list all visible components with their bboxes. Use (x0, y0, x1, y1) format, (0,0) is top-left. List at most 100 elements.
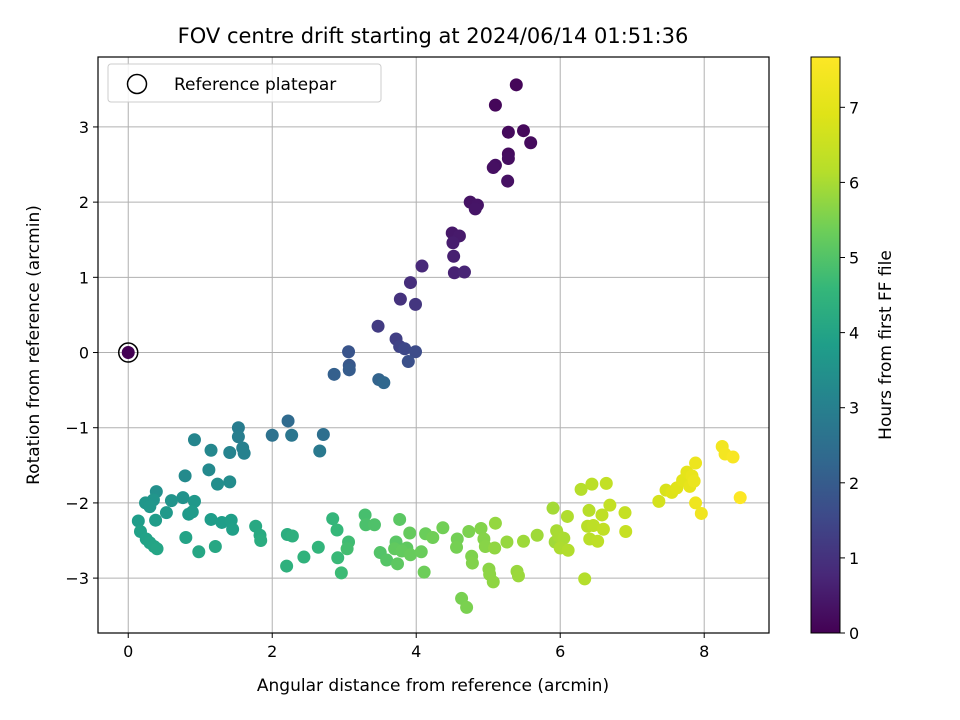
data-point (342, 345, 356, 359)
data-point (586, 518, 600, 532)
data-point (285, 529, 299, 543)
colorbar-label: Hours from first FF file (876, 250, 896, 440)
data-point (409, 297, 423, 311)
y-axis-label: Rotation from reference (arcmin) (24, 205, 44, 485)
data-point (486, 575, 500, 589)
colorbar-ticks: 0 1 2 3 4 5 6 7 (840, 98, 859, 643)
data-point (462, 524, 476, 538)
data-point (192, 545, 206, 559)
data-point (465, 556, 479, 570)
colorbar: 0 1 2 3 4 5 6 7 Hours from first FF file (810, 56, 896, 643)
data-point (585, 477, 599, 491)
data-point (591, 534, 605, 548)
data-point (223, 446, 237, 460)
x-tick-label: 0 (123, 642, 133, 661)
legend-marker-icon (126, 73, 148, 95)
colorbar-tick-label: 5 (849, 249, 859, 268)
data-point (403, 526, 417, 540)
data-point (409, 345, 423, 359)
data-point (500, 535, 514, 549)
data-point (202, 463, 216, 477)
data-point (618, 506, 632, 520)
data-point (150, 542, 164, 556)
colorbar-tick-label: 7 (849, 98, 859, 117)
data-point (603, 498, 617, 512)
data-point (401, 355, 415, 369)
data-point (726, 450, 740, 464)
data-point (574, 482, 588, 496)
data-point (237, 446, 251, 460)
data-point (334, 566, 348, 580)
data-point (446, 236, 460, 250)
data-point (530, 528, 544, 542)
data-point (694, 506, 708, 520)
data-point (285, 428, 299, 442)
colorbar-tick-label: 6 (849, 173, 859, 192)
data-point (377, 376, 391, 390)
data-point (619, 524, 633, 538)
data-points (117, 78, 747, 614)
data-point (330, 523, 344, 537)
data-point (131, 514, 145, 528)
x-axis-label: Angular distance from reference (arcmin) (257, 676, 609, 696)
data-point (578, 572, 592, 586)
data-point (516, 124, 530, 138)
data-point (208, 540, 222, 554)
data-point (689, 496, 703, 510)
data-point (231, 430, 245, 444)
data-point (371, 319, 385, 333)
data-point (488, 516, 502, 530)
grid-lines (98, 57, 769, 633)
legend-entry-reference: Reference platepar (174, 75, 336, 95)
data-point (281, 414, 295, 428)
data-point (560, 509, 574, 523)
data-point (159, 506, 173, 520)
data-point (393, 292, 407, 306)
colorbar-tick-label: 4 (849, 324, 859, 343)
data-point (149, 513, 163, 527)
data-point (501, 174, 515, 188)
data-point (733, 491, 747, 505)
data-point (652, 494, 666, 508)
legend: Reference platepar (107, 63, 382, 103)
y-tick-label: −3 (65, 569, 89, 588)
data-point (316, 427, 330, 441)
data-point (557, 531, 571, 545)
y-tick-label: −2 (65, 494, 89, 513)
data-point (582, 503, 596, 517)
x-tick-label: 2 (267, 642, 277, 661)
data-point (311, 540, 325, 554)
y-tick-label: 0 (79, 344, 89, 363)
data-point (226, 522, 240, 536)
colorbar-tick-label: 2 (849, 474, 859, 493)
colorbar-tick-label: 0 (849, 624, 859, 643)
data-point (511, 569, 525, 583)
data-point (327, 367, 341, 381)
data-point (223, 475, 237, 489)
reference-point (121, 346, 135, 360)
data-point (143, 500, 157, 514)
y-tick-label: 2 (79, 193, 89, 212)
data-point (187, 433, 201, 447)
data-point (231, 421, 245, 435)
data-point (436, 521, 450, 535)
data-point (488, 541, 502, 555)
data-point (326, 512, 340, 526)
data-point (599, 476, 613, 490)
y-tick-label: 1 (79, 268, 89, 287)
data-point (689, 456, 703, 470)
data-point (501, 125, 515, 139)
data-point (457, 265, 471, 279)
data-point (460, 600, 474, 614)
colorbar-tick-label: 1 (849, 549, 859, 568)
data-point (596, 522, 610, 536)
data-point (546, 501, 560, 515)
data-point (204, 512, 218, 526)
data-point (340, 542, 354, 556)
y-tick-label: −1 (65, 419, 89, 438)
data-point (447, 249, 461, 263)
data-point (403, 276, 417, 290)
data-point (393, 512, 407, 526)
data-point (164, 494, 178, 508)
x-tick-label: 6 (555, 642, 565, 661)
